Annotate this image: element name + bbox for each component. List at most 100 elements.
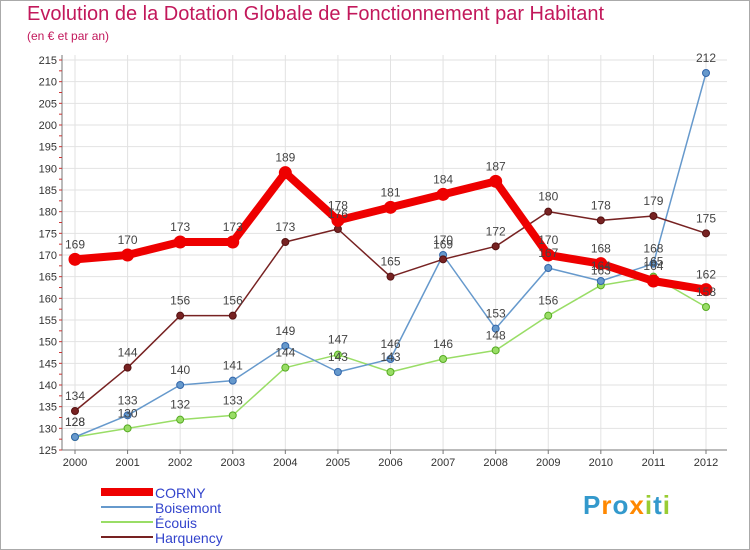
data-point bbox=[491, 242, 500, 251]
logo-letter: t bbox=[653, 490, 663, 520]
data-label: 133 bbox=[223, 393, 243, 407]
legend-label: CORNY bbox=[155, 485, 206, 501]
data-label: 158 bbox=[696, 285, 716, 299]
y-tick-label: 200 bbox=[39, 120, 57, 132]
data-label: 176 bbox=[328, 207, 348, 221]
data-label: 170 bbox=[538, 233, 558, 247]
data-point bbox=[173, 235, 187, 249]
y-tick-label: 130 bbox=[39, 423, 57, 435]
data-point bbox=[544, 207, 553, 216]
data-point bbox=[491, 324, 500, 333]
legend-label: Harquency bbox=[155, 530, 223, 546]
data-label: 173 bbox=[223, 220, 243, 234]
y-tick-label: 165 bbox=[39, 272, 57, 284]
data-label: 168 bbox=[591, 242, 611, 256]
data-label: 147 bbox=[328, 333, 348, 347]
y-tick-label: 170 bbox=[39, 250, 57, 262]
data-point bbox=[123, 424, 132, 433]
data-label: 173 bbox=[275, 220, 295, 234]
data-label: 163 bbox=[591, 263, 611, 277]
data-point bbox=[596, 216, 605, 225]
data-label: 189 bbox=[275, 151, 295, 165]
data-point bbox=[331, 213, 345, 227]
data-label: 170 bbox=[118, 233, 138, 247]
data-label: 187 bbox=[486, 159, 506, 173]
y-tick-label: 185 bbox=[39, 185, 57, 197]
series-lines bbox=[68, 69, 713, 441]
data-label: 144 bbox=[118, 346, 138, 360]
data-point bbox=[699, 283, 713, 297]
data-point bbox=[649, 212, 658, 220]
legend-label: Écouis bbox=[155, 515, 197, 531]
data-label: 133 bbox=[118, 393, 138, 407]
data-point bbox=[386, 272, 395, 281]
x-tick-label: 2005 bbox=[326, 457, 350, 469]
data-point bbox=[646, 274, 660, 288]
data-label: 134 bbox=[65, 389, 85, 403]
data-point bbox=[702, 229, 710, 238]
axes: 125 130 135 140 145 150 155 160 165 170 175 180 185 1… bbox=[39, 55, 727, 469]
data-label: 128 bbox=[65, 415, 85, 429]
data-point bbox=[281, 342, 290, 350]
data-point bbox=[281, 363, 290, 372]
grid bbox=[62, 55, 727, 451]
data-point bbox=[489, 174, 503, 188]
data-point bbox=[702, 303, 710, 311]
data-label: 169 bbox=[65, 237, 85, 251]
data-label: 149 bbox=[275, 324, 295, 338]
data-point bbox=[596, 277, 605, 285]
data-point bbox=[384, 200, 397, 214]
data-point bbox=[71, 407, 79, 415]
data-point bbox=[544, 264, 553, 272]
data-point bbox=[386, 355, 395, 363]
data-label: 140 bbox=[170, 363, 190, 377]
data-point bbox=[544, 311, 553, 320]
chart-subtitle: (en € et par an) bbox=[27, 29, 110, 43]
logo-letter: r bbox=[601, 490, 613, 520]
y-tick-label: 125 bbox=[39, 445, 57, 457]
data-point bbox=[541, 248, 555, 262]
x-tick-label: 2002 bbox=[168, 457, 192, 469]
data-point bbox=[333, 350, 342, 359]
y-tick-label: 195 bbox=[39, 142, 57, 154]
chart-title: Evolution de la Dotation Globale de Fonc… bbox=[27, 3, 605, 25]
data-label: 148 bbox=[486, 328, 506, 342]
data-label: 178 bbox=[328, 198, 348, 212]
data-label: 167 bbox=[538, 246, 558, 260]
data-point bbox=[702, 69, 710, 77]
data-point bbox=[176, 381, 185, 389]
data-point bbox=[491, 346, 500, 355]
data-label: 178 bbox=[591, 198, 611, 212]
data-label: 141 bbox=[223, 359, 243, 373]
data-label: 164 bbox=[591, 259, 611, 273]
data-label: 181 bbox=[380, 185, 400, 199]
data-point bbox=[228, 311, 237, 320]
data-label: 212 bbox=[696, 51, 716, 65]
data-label: 164 bbox=[643, 259, 663, 273]
data-label: 156 bbox=[538, 294, 558, 308]
data-label: 146 bbox=[433, 337, 453, 351]
data-label: 132 bbox=[170, 398, 190, 412]
data-point bbox=[123, 363, 132, 372]
proxiti-logo: Proxiti bbox=[583, 490, 671, 521]
data-label: 165 bbox=[380, 255, 400, 269]
data-point bbox=[333, 368, 342, 376]
data-point bbox=[439, 255, 448, 264]
data-label: 175 bbox=[696, 211, 716, 225]
x-tick-label: 2003 bbox=[221, 457, 245, 469]
y-tick-label: 205 bbox=[39, 98, 57, 110]
logo-letter: i bbox=[644, 490, 654, 520]
data-label: 169 bbox=[433, 237, 453, 251]
data-label: 168 bbox=[643, 242, 663, 256]
data-label: 170 bbox=[433, 233, 453, 247]
logo-letter: x bbox=[629, 490, 645, 520]
data-point bbox=[228, 411, 237, 420]
x-tick-label: 2008 bbox=[483, 457, 507, 469]
data-point bbox=[386, 368, 395, 376]
logo-letter: i bbox=[662, 490, 671, 520]
y-tick-label: 210 bbox=[39, 77, 57, 89]
logo-letter: o bbox=[612, 490, 630, 520]
y-tick-label: 190 bbox=[39, 163, 57, 175]
